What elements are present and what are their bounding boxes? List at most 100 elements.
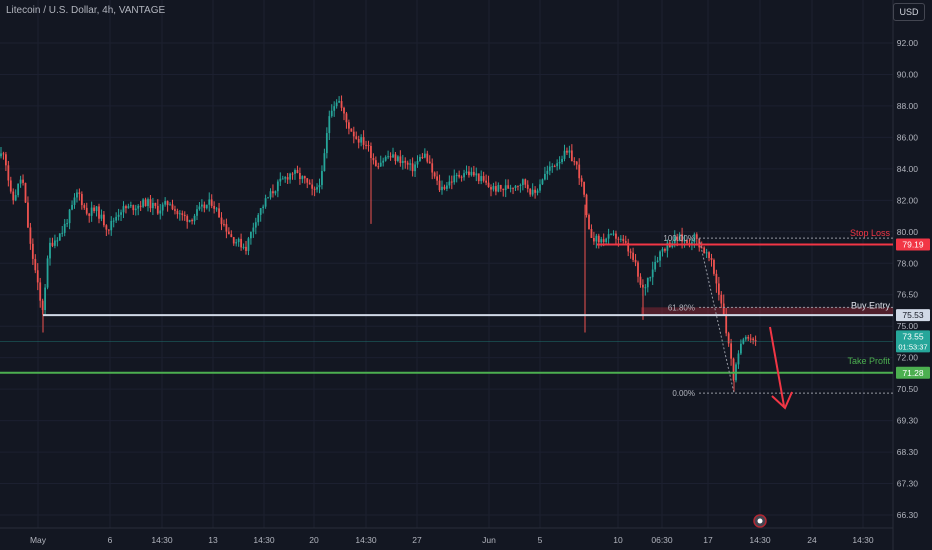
candle-body: [377, 166, 380, 168]
candle-body: [431, 163, 434, 173]
candle-body: [730, 343, 732, 359]
candle-body: [296, 170, 299, 173]
candle-body: [61, 232, 64, 234]
candle-body: [63, 223, 66, 233]
candle-body: [218, 208, 220, 218]
candle-body: [529, 188, 532, 195]
candle-body: [754, 340, 757, 342]
candle-body: [615, 233, 617, 239]
candle-body: [313, 188, 316, 190]
candle-body: [44, 287, 46, 311]
take-profit-label: Take Profit: [847, 356, 890, 366]
fib-label: 100.00%: [663, 234, 695, 243]
candle-body: [661, 249, 664, 252]
candle-body: [715, 273, 718, 284]
candle-body: [36, 270, 39, 283]
candle-body: [203, 204, 206, 209]
candle-body: [465, 171, 468, 174]
candle-body: [360, 137, 363, 143]
candle-body: [365, 144, 367, 146]
candle-body: [673, 236, 676, 244]
candle-body: [372, 158, 375, 161]
candle-body: [698, 238, 701, 248]
candle-body: [666, 242, 669, 251]
candle-body: [289, 173, 291, 180]
candle-body: [78, 192, 81, 194]
candle-body: [482, 176, 485, 181]
candle-body: [213, 205, 216, 209]
buy-entry-zone: [641, 307, 893, 316]
grid-lines: [0, 0, 893, 528]
candle-body: [720, 294, 723, 304]
candle-body: [732, 358, 735, 381]
candle-body: [68, 209, 71, 224]
time-tick-label: 5: [538, 535, 543, 545]
candle-body: [49, 242, 51, 259]
candle-body: [727, 333, 730, 344]
candle-body: [401, 160, 404, 164]
candle-body: [294, 170, 296, 174]
candle-body: [161, 204, 164, 211]
price-tick-label: 84.00: [897, 164, 919, 174]
fib-trend-line: [698, 237, 735, 394]
candle-body: [259, 208, 262, 215]
last-price-tag: [896, 330, 930, 353]
candle-body: [548, 166, 551, 171]
candle-body: [284, 177, 287, 179]
candle-body: [201, 204, 203, 207]
candle-body: [149, 199, 152, 209]
candle-body: [526, 184, 529, 189]
price-tick-label: 80.00: [897, 227, 919, 237]
candle-body: [590, 229, 593, 238]
candle-body: [747, 337, 750, 339]
candle-body: [397, 156, 399, 162]
candle-body: [600, 239, 603, 243]
candle-body: [492, 186, 495, 190]
candle-body: [100, 214, 103, 219]
candle-body: [436, 176, 438, 181]
candle-body: [664, 249, 666, 251]
candle-body: [703, 247, 706, 254]
candle-body: [132, 205, 135, 211]
currency-button[interactable]: USD: [893, 3, 925, 21]
time-axis: May 6 14:30 13 14:30 20 14:30 27 Jun 5 10 06:30 17 14…: [30, 535, 874, 545]
candle-body: [624, 241, 627, 243]
candle-body: [639, 276, 642, 285]
candle-body: [56, 240, 59, 242]
time-tick-label: May: [30, 535, 47, 545]
candle-body: [257, 214, 260, 223]
candle-body: [384, 156, 387, 161]
candle-body: [267, 197, 269, 199]
candle-body: [676, 236, 679, 241]
candle-body: [617, 238, 620, 240]
candle-body: [24, 182, 27, 203]
candle-body: [470, 171, 473, 176]
candle-body: [588, 215, 590, 230]
candle-body: [725, 315, 728, 334]
candle-body: [110, 220, 113, 231]
candle-body: [286, 177, 289, 180]
candle-body: [509, 187, 512, 189]
candle-body: [58, 233, 61, 241]
candle-body: [227, 231, 230, 235]
candle-body: [649, 277, 652, 279]
candle-body: [98, 206, 100, 219]
candle-body: [450, 181, 453, 183]
candle-body: [744, 337, 747, 340]
candle-body: [693, 234, 696, 243]
last-price-tag-text: 73.55: [902, 331, 924, 341]
candle-body: [139, 205, 142, 207]
candle-body: [480, 176, 483, 182]
candle-body: [5, 154, 7, 166]
candle-body: [188, 219, 191, 222]
candle-body: [659, 251, 661, 261]
candle-body: [367, 145, 370, 147]
candle-body: [137, 205, 140, 209]
candle-body: [619, 238, 622, 240]
candle-body: [602, 239, 605, 243]
candle-body: [276, 181, 279, 192]
candle-body: [392, 154, 394, 158]
candle-body: [291, 173, 294, 175]
candle-body: [311, 184, 314, 189]
